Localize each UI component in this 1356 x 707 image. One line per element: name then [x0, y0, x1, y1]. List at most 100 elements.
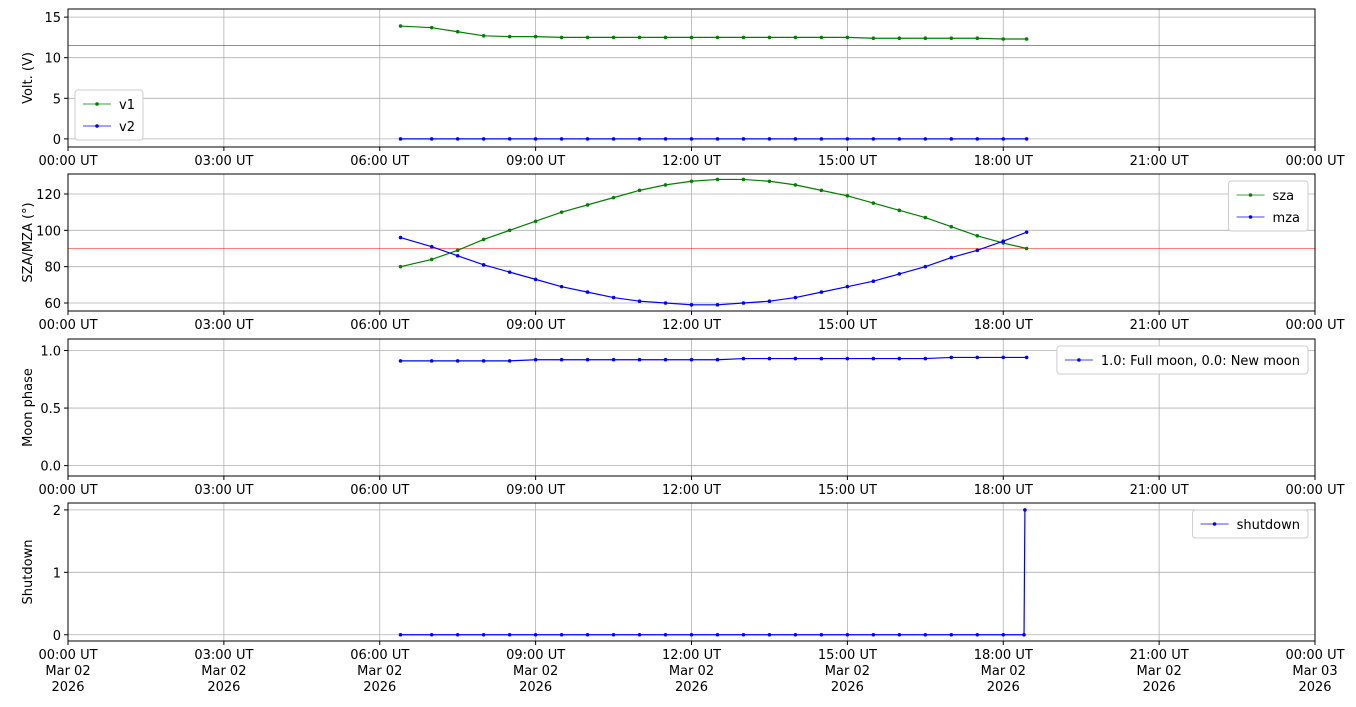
axes-frame [67, 338, 1316, 477]
data-point [741, 35, 746, 40]
data-point [767, 137, 772, 141]
data-point [949, 255, 954, 260]
data-point [689, 137, 694, 141]
legend-marker [95, 102, 99, 106]
series-line [400, 25, 1027, 40]
data-point [871, 36, 876, 41]
legend-marker [1248, 215, 1253, 219]
data-point [793, 295, 798, 300]
x-tick-label: 15:00 UT Mar 02 2026 [818, 648, 877, 695]
data-point [507, 632, 512, 637]
data-point [845, 137, 850, 141]
x-tick-label-line: 2026 [363, 680, 396, 695]
legend-label: shutdown [1237, 518, 1300, 533]
data-point [975, 632, 980, 637]
x-tick-label: 15:00 UT [818, 483, 877, 498]
legend-box [74, 89, 144, 141]
x-tick-label-line: 2026 [1143, 680, 1176, 695]
x-tick-label: 09:00 UT [506, 154, 565, 169]
data-point [897, 272, 902, 276]
data-point [819, 137, 824, 141]
x-tick-label: 00:00 UT Mar 03 2026 [1285, 648, 1344, 695]
data-point [585, 203, 590, 207]
data-point [845, 632, 850, 637]
data-point [429, 257, 434, 262]
legend-label: sza [1273, 189, 1295, 204]
data-point [481, 359, 486, 363]
legend-entry: shutdown [1200, 518, 1300, 533]
data-point [507, 359, 512, 363]
data-point [689, 632, 694, 637]
data-point [923, 632, 928, 637]
data-point [663, 183, 668, 187]
x-tick-label-line: 2026 [1298, 680, 1331, 695]
data-point [1023, 508, 1027, 512]
legend-label: v1 [119, 98, 135, 113]
x-tick-label: 21:00 UT Mar 02 2026 [1130, 648, 1189, 695]
data-point [611, 632, 616, 637]
x-tick-label: 18:00 UT Mar 02 2026 [974, 648, 1033, 695]
data-point [533, 632, 538, 637]
data-point [949, 632, 954, 637]
data-point [481, 137, 486, 141]
data-point [871, 137, 876, 141]
x-tick-label-line: Mar 02 [981, 664, 1026, 679]
data-point [1024, 355, 1029, 360]
data-point [663, 137, 668, 141]
data-point [767, 632, 772, 637]
y-tick-label: 0 [53, 629, 61, 644]
legend-marker [1212, 522, 1217, 526]
data-point [637, 137, 642, 141]
data-point [715, 357, 720, 362]
y-tick-label: 5 [53, 92, 61, 107]
x-tick-label: 06:00 UT Mar 02 2026 [350, 648, 409, 695]
data-point [559, 210, 564, 214]
data-point [533, 34, 538, 39]
legend: 1.0: Full moon, 0.0: New moon [1056, 345, 1309, 375]
x-tick-label-line: Mar 02 [513, 664, 558, 679]
x-tick-label-line: 2026 [675, 680, 708, 695]
data-point [507, 137, 512, 141]
y-tick-label: 100 [36, 224, 61, 239]
data-point [897, 137, 902, 141]
data-point [715, 303, 720, 307]
x-tick-label: 00:00 UT [38, 318, 97, 333]
data-point [923, 137, 928, 141]
legend-marker [95, 124, 99, 128]
y-axis-label: SZA/MZA (°) [21, 202, 36, 282]
x-tick-label: 00:00 UT [38, 483, 97, 498]
data-point [611, 35, 616, 40]
x-tick-label-line: Mar 02 [45, 664, 90, 679]
legend: sza mza [1228, 180, 1309, 232]
data-point [481, 263, 486, 267]
legend-entry: sza [1236, 189, 1295, 204]
data-point [1001, 355, 1006, 360]
data-point [975, 137, 980, 141]
x-tick-label: 18:00 UT [974, 154, 1033, 169]
y-tick-label: 2 [53, 504, 61, 519]
x-tick-label: 21:00 UT [1130, 318, 1189, 333]
data-point [897, 632, 902, 637]
data-point [637, 35, 642, 40]
x-tick-label-line: 2026 [51, 680, 84, 695]
legend-entry: mza [1236, 211, 1300, 226]
data-point [455, 632, 460, 637]
data-point [429, 359, 434, 363]
data-point [533, 219, 538, 224]
x-tick-label-line: 2026 [207, 680, 240, 695]
x-tick-label-line: 12:00 UT [662, 648, 721, 663]
data-point [533, 357, 538, 362]
data-point [559, 357, 564, 362]
data-point [975, 233, 980, 238]
data-point [663, 301, 668, 305]
data-point [533, 137, 538, 141]
legend-marker [1077, 358, 1081, 362]
data-point [481, 237, 486, 242]
x-tick-label: 03:00 UT [194, 154, 253, 169]
data-point [429, 632, 434, 637]
data-point [793, 137, 798, 141]
legend-marker [1248, 193, 1253, 197]
y-tick-label: 15 [44, 11, 61, 26]
data-point [689, 179, 694, 184]
